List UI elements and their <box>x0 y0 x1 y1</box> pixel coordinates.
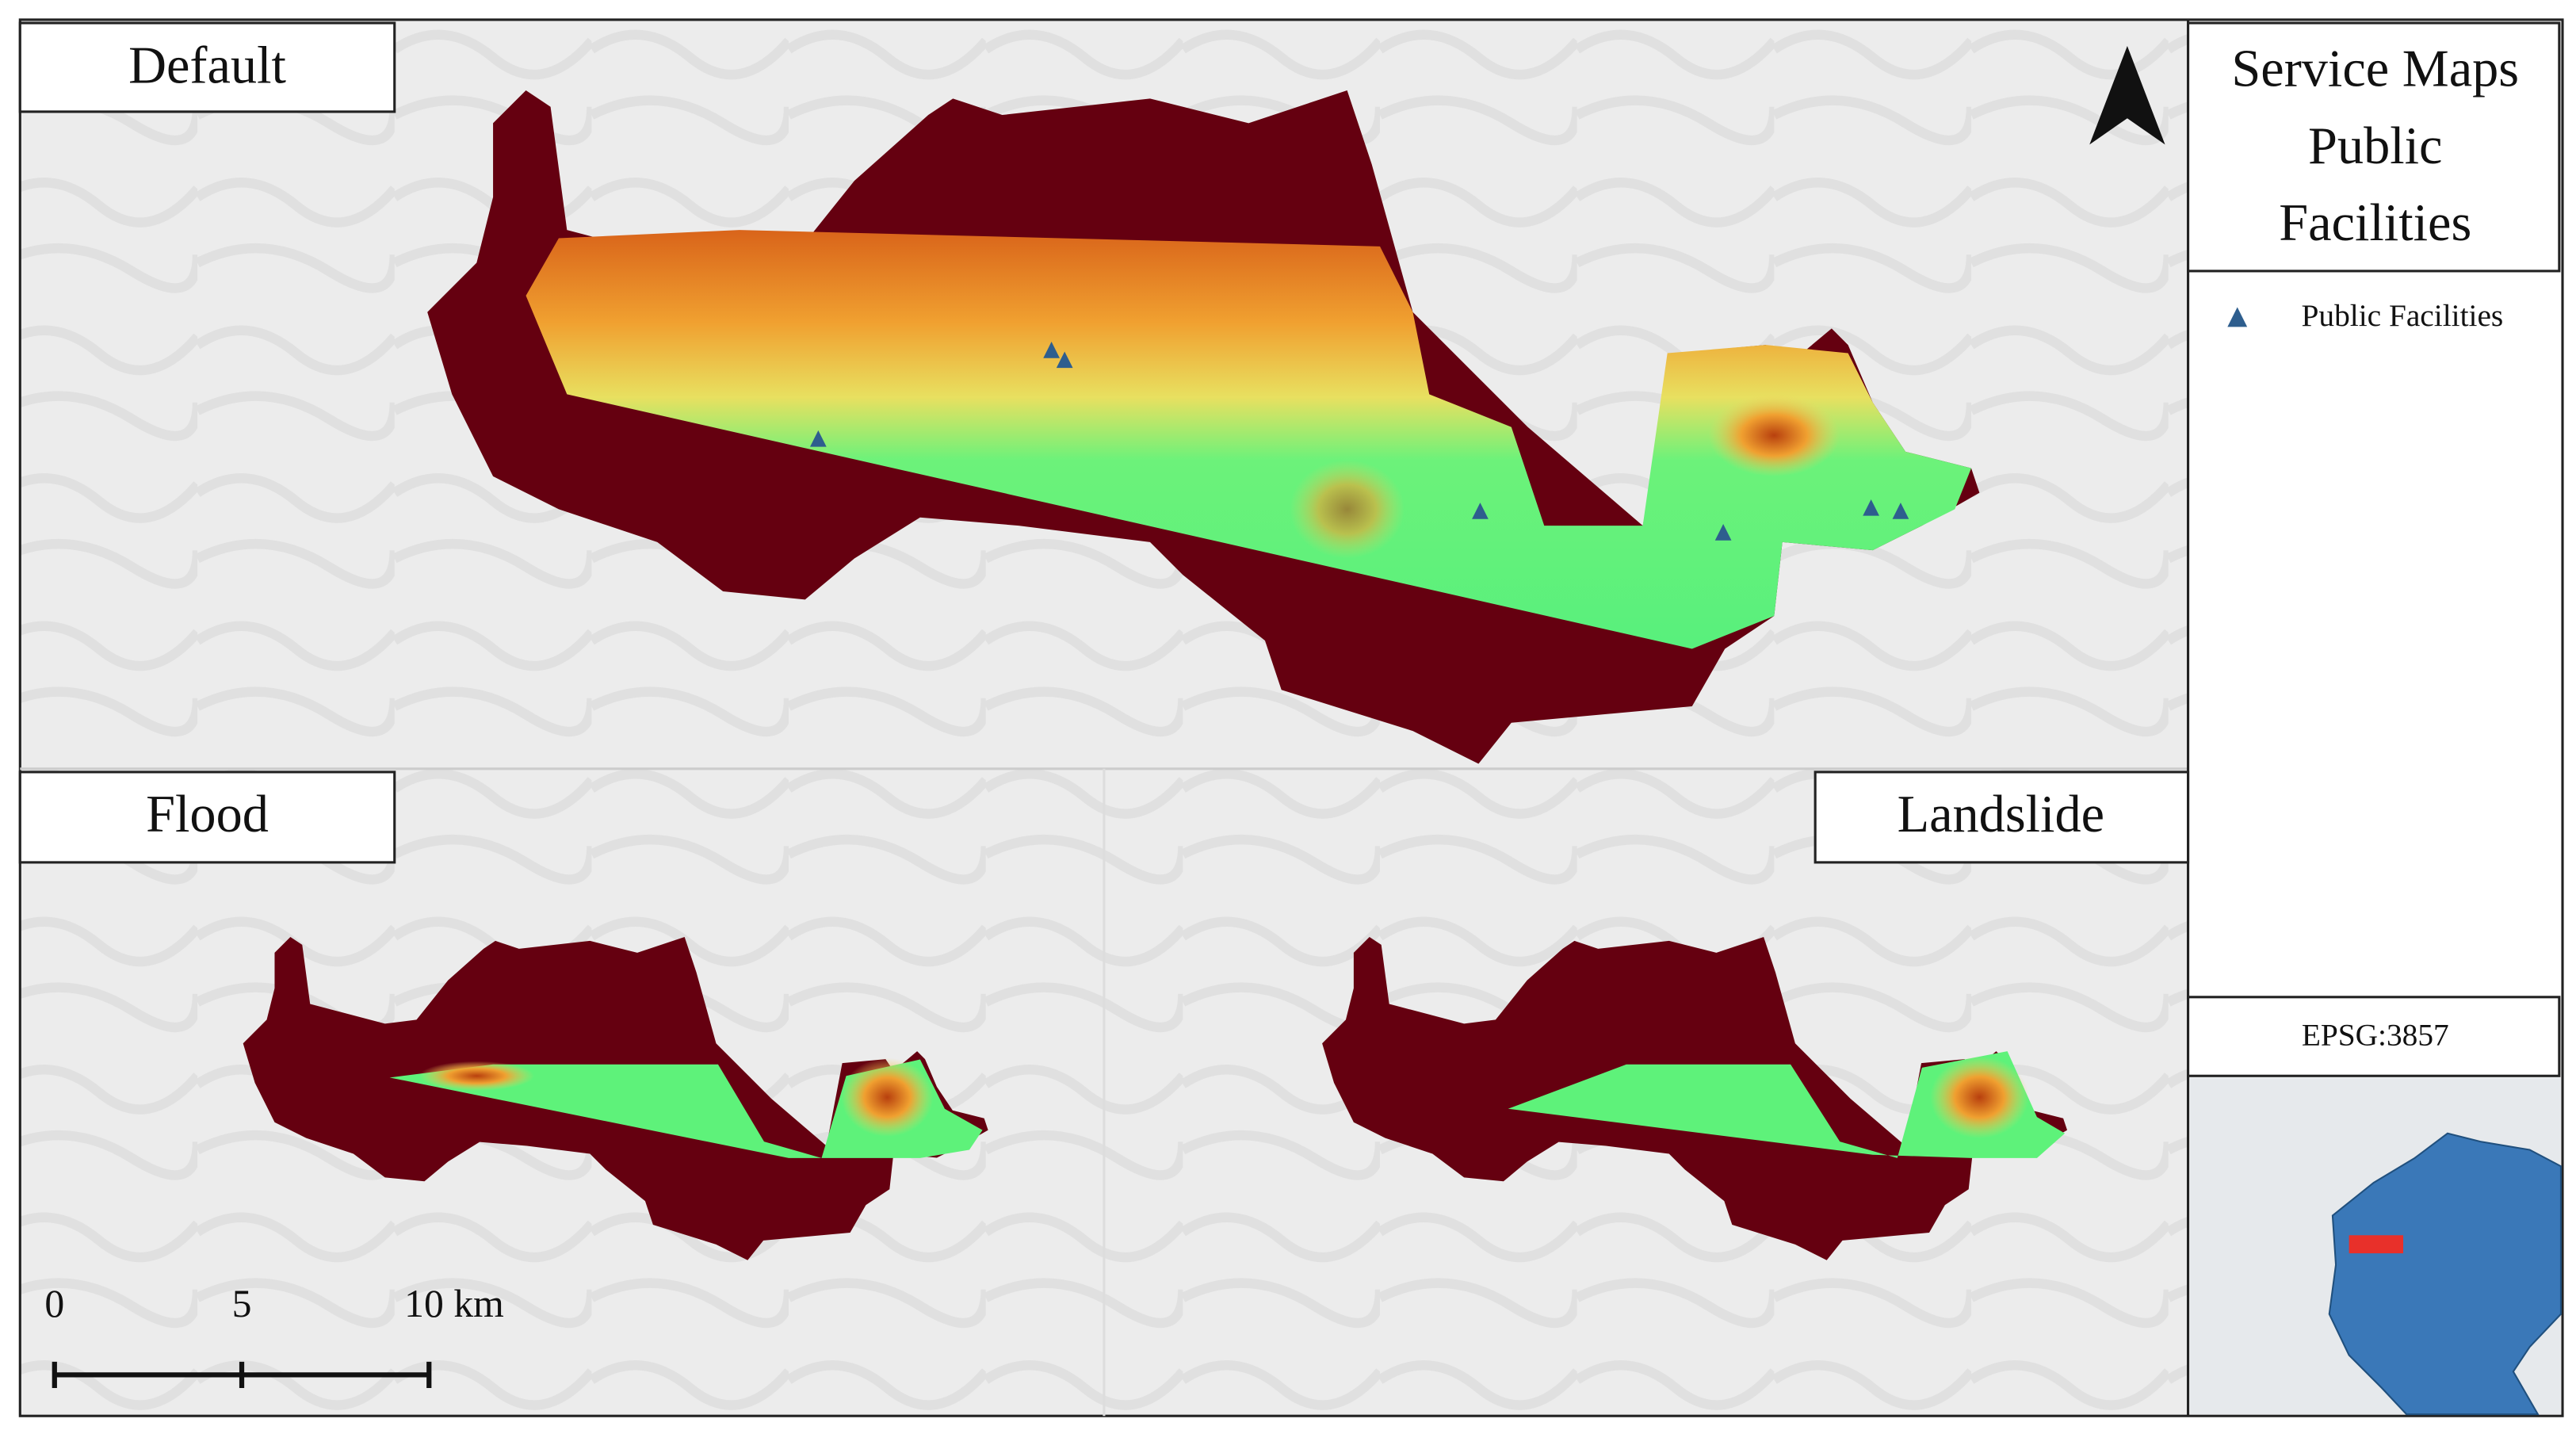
service-surface <box>526 230 1972 649</box>
scale-label: 5 <box>232 1282 252 1325</box>
hotspot <box>1930 1056 2029 1139</box>
title-line: Public <box>2308 117 2442 175</box>
title-line: Service Maps <box>2231 40 2519 98</box>
legend-label: Public Facilities <box>2302 298 2504 333</box>
facility <box>810 430 827 447</box>
crs-label: EPSG:3857 <box>2302 1018 2449 1053</box>
facility <box>1863 499 1879 516</box>
service-surface <box>389 1059 983 1158</box>
label-box <box>1814 771 2190 864</box>
panel-label: Default <box>128 36 286 94</box>
facility <box>1043 342 1060 358</box>
label-box <box>18 771 396 864</box>
inset-extent <box>2349 1235 2403 1254</box>
title-line: Facilities <box>2279 194 2471 252</box>
scale-label: 0 <box>44 1282 64 1325</box>
label-box <box>18 21 396 113</box>
panel-label: Flood <box>146 786 269 843</box>
hotspot <box>1290 460 1405 559</box>
service-surface <box>1508 1051 2066 1158</box>
crs-box <box>2186 996 2561 1077</box>
title-box <box>2186 21 2561 273</box>
scale-bar <box>52 1361 432 1388</box>
hotspot <box>1708 394 1840 476</box>
inset-region <box>2328 1132 2562 1416</box>
north-arrow <box>2089 46 2165 145</box>
facility-points <box>810 342 1909 541</box>
facility <box>1892 503 1909 519</box>
panel-label: Landslide <box>1898 786 2104 843</box>
outer-frame <box>18 18 2564 1417</box>
scale-label: 10 km <box>404 1282 504 1325</box>
facility <box>1056 351 1073 369</box>
facility <box>1714 524 1732 541</box>
facility <box>1472 503 1489 519</box>
hotspot <box>841 1057 934 1137</box>
hotspot <box>419 1061 534 1091</box>
legend-symbol <box>2227 307 2248 327</box>
